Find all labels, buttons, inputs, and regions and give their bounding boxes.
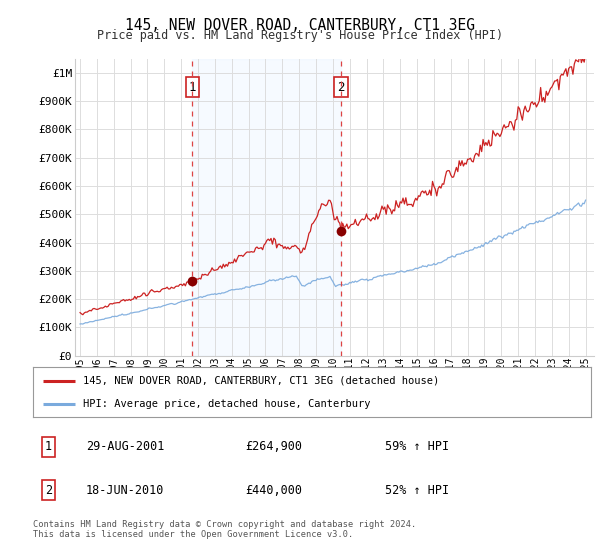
Text: 52% ↑ HPI: 52% ↑ HPI [385,483,449,497]
Text: 29-AUG-2001: 29-AUG-2001 [86,441,164,454]
Text: £264,900: £264,900 [245,441,302,454]
Text: Price paid vs. HM Land Registry's House Price Index (HPI): Price paid vs. HM Land Registry's House … [97,29,503,42]
Text: 59% ↑ HPI: 59% ↑ HPI [385,441,449,454]
Text: 1: 1 [45,441,52,454]
Bar [193,59,341,356]
Text: 2: 2 [45,483,52,497]
Text: Contains HM Land Registry data © Crown copyright and database right 2024.
This d: Contains HM Land Registry data © Crown c… [33,520,416,539]
Text: 2: 2 [337,81,345,94]
Text: 18-JUN-2010: 18-JUN-2010 [86,483,164,497]
Text: £440,000: £440,000 [245,483,302,497]
Text: HPI: Average price, detached house, Canterbury: HPI: Average price, detached house, Cant… [83,399,371,409]
Text: 145, NEW DOVER ROAD, CANTERBURY, CT1 3EG (detached house): 145, NEW DOVER ROAD, CANTERBURY, CT1 3EG… [83,376,439,386]
Text: 145, NEW DOVER ROAD, CANTERBURY, CT1 3EG: 145, NEW DOVER ROAD, CANTERBURY, CT1 3EG [125,18,475,33]
Text: 1: 1 [188,81,196,94]
